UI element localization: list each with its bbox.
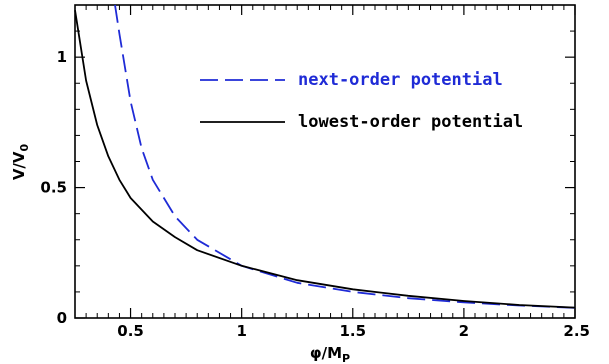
x-tick-label: 1 [236, 322, 246, 340]
plot-frame [74, 4, 576, 319]
y-axis-label-main: V/V [10, 151, 28, 180]
y-axis-label: V/V0 [10, 143, 31, 180]
axis-ticks: 0.5 1 1.5 2 2.5 0 0.5 1 [40, 4, 590, 340]
legend-label-0: next-order potential [298, 70, 503, 90]
x-tick-label: 1.5 [339, 322, 366, 340]
x-axis-label: φ/MP [310, 344, 350, 364]
x-tick-label: 0.5 [117, 322, 144, 340]
series-line-1 [74, 10, 576, 309]
series-line-0 [114, 4, 576, 309]
series-lines [74, 4, 576, 309]
x-axis-label-main: φ/M [310, 344, 342, 362]
x-tick-label: 2 [459, 322, 469, 340]
y-tick-label: 0.5 [40, 179, 67, 197]
y-tick-label: 1 [57, 48, 67, 66]
y-tick-label: 0 [57, 309, 67, 327]
x-tick-label: 2.5 [563, 322, 590, 340]
legend: next-order potential lowest-order potenti… [200, 70, 523, 132]
legend-label-1: lowest-order potential [298, 112, 523, 132]
x-axis-label-sub: P [342, 352, 350, 364]
y-axis-label-sub: 0 [18, 143, 31, 151]
